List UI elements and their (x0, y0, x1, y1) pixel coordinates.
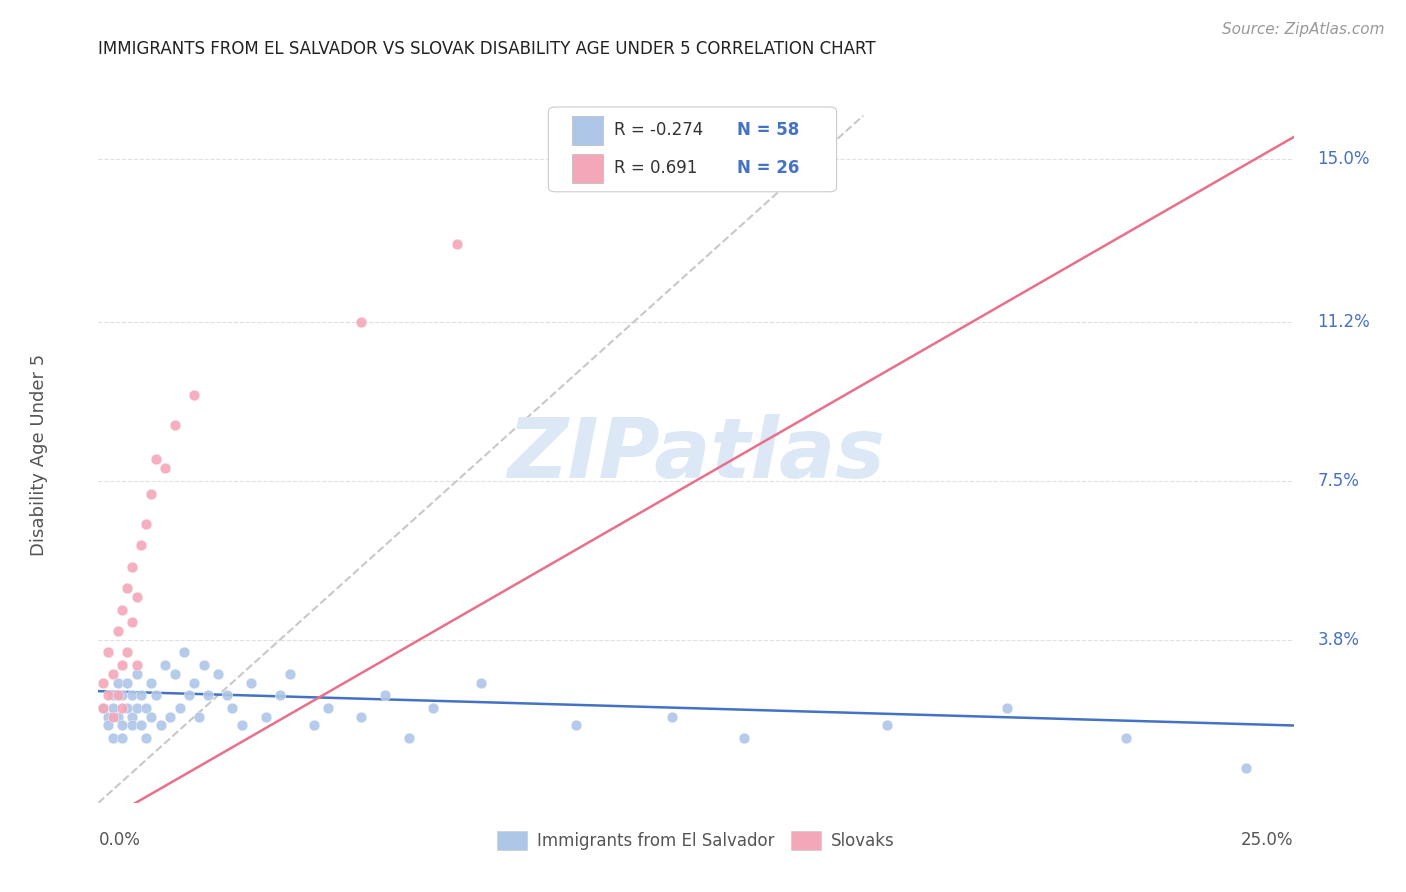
Point (111, 718, 134, 732)
Point (565, 718, 588, 732)
Point (197, 689, 219, 703)
Point (155, 658, 177, 673)
Text: IMMIGRANTS FROM EL SALVADOR VS SLOVAK DISABILITY AGE UNDER 5 CORRELATION CHART: IMMIGRANTS FROM EL SALVADOR VS SLOVAK DI… (98, 40, 876, 58)
Text: R = 0.691: R = 0.691 (614, 160, 697, 178)
Point (107, 689, 129, 703)
Point (125, 590, 148, 604)
Point (1115, 731, 1137, 746)
Point (187, 710, 209, 724)
Point (876, 718, 898, 732)
Point (97, 689, 120, 703)
Point (231, 718, 253, 732)
Point (1234, 761, 1257, 775)
Point (111, 602, 134, 616)
Point (91, 701, 114, 715)
Point (111, 658, 134, 673)
Point (398, 731, 420, 746)
Point (139, 710, 162, 724)
Point (101, 689, 124, 703)
Point (91, 675, 114, 690)
Point (163, 667, 186, 681)
Point (121, 710, 143, 724)
Point (470, 675, 492, 690)
Text: 3.8%: 3.8% (1317, 631, 1360, 648)
Point (446, 237, 468, 252)
Point (350, 710, 373, 724)
Point (302, 718, 325, 732)
Point (179, 689, 201, 703)
Point (115, 581, 138, 595)
Point (121, 559, 143, 574)
Point (115, 645, 138, 659)
Text: Disability Age Under 5: Disability Age Under 5 (30, 354, 48, 556)
Point (107, 710, 129, 724)
Point (107, 675, 129, 690)
Legend: Immigrants from El Salvador, Slovaks: Immigrants from El Salvador, Slovaks (491, 824, 901, 857)
Point (422, 701, 444, 715)
Point (269, 689, 291, 703)
Point (115, 701, 138, 715)
Point (374, 689, 396, 703)
Point (97, 645, 120, 659)
Point (111, 689, 134, 703)
Point (131, 538, 153, 552)
Point (183, 388, 205, 402)
Point (135, 701, 157, 715)
Text: Source: ZipAtlas.com: Source: ZipAtlas.com (1222, 22, 1385, 37)
Point (121, 615, 143, 630)
Point (111, 701, 134, 715)
Point (145, 452, 167, 467)
Point (101, 701, 124, 715)
Point (221, 701, 243, 715)
Point (193, 658, 215, 673)
Point (135, 731, 157, 746)
Point (159, 710, 181, 724)
Point (111, 731, 134, 746)
Text: N = 58: N = 58 (737, 121, 799, 139)
Text: 25.0%: 25.0% (1241, 830, 1294, 848)
Point (316, 701, 339, 715)
Point (145, 689, 167, 703)
Point (254, 710, 277, 724)
Point (350, 315, 373, 329)
Text: 15.0%: 15.0% (1317, 150, 1369, 168)
Point (101, 710, 124, 724)
Point (97, 718, 120, 732)
Point (139, 486, 162, 500)
Point (125, 701, 148, 715)
Point (101, 667, 124, 681)
Point (163, 417, 186, 432)
Point (107, 624, 129, 638)
Point (169, 701, 191, 715)
Point (131, 718, 153, 732)
Point (173, 645, 195, 659)
Point (995, 701, 1018, 715)
Point (661, 710, 683, 724)
Point (183, 675, 205, 690)
Point (97, 710, 120, 724)
Point (217, 689, 239, 703)
Point (115, 675, 138, 690)
Text: 7.5%: 7.5% (1317, 472, 1360, 490)
Text: ZIPatlas: ZIPatlas (508, 415, 884, 495)
Point (125, 667, 148, 681)
Text: R = -0.274: R = -0.274 (614, 121, 703, 139)
Text: 11.2%: 11.2% (1317, 313, 1371, 331)
Point (207, 667, 229, 681)
Text: 0.0%: 0.0% (98, 830, 141, 848)
Point (149, 718, 172, 732)
Point (278, 667, 301, 681)
Point (121, 689, 143, 703)
Point (240, 675, 263, 690)
Point (131, 689, 153, 703)
Point (155, 460, 177, 475)
Point (121, 718, 143, 732)
Point (101, 731, 124, 746)
Point (733, 731, 755, 746)
Point (125, 658, 148, 673)
Text: N = 26: N = 26 (737, 160, 799, 178)
Point (139, 675, 162, 690)
Point (135, 516, 157, 531)
Point (91, 701, 114, 715)
